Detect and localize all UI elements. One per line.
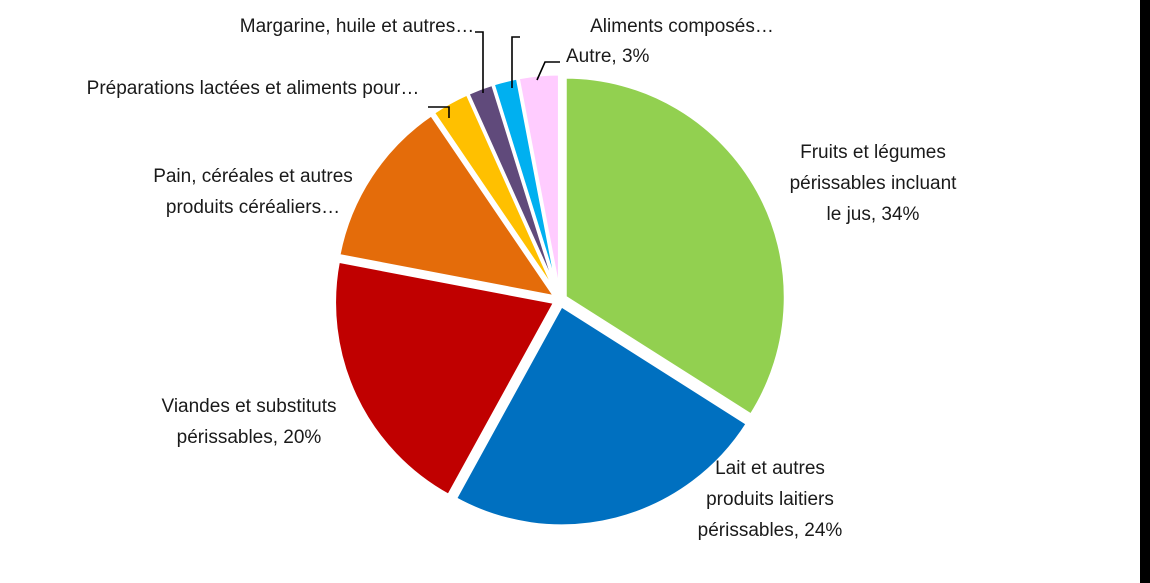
data-label: Lait et autres produits laitiers périssabl… <box>698 458 843 541</box>
data-label-line: Aliments composés… <box>590 16 774 37</box>
data-label-line: périssables, 24% <box>698 520 843 541</box>
data-label: Margarine, huile et autres… <box>240 16 474 37</box>
data-label-line: périssables, 20% <box>177 427 322 448</box>
data-label-line: le jus, 34% <box>827 204 920 225</box>
data-label: Autre, 3% <box>566 46 650 67</box>
pie-slice <box>454 304 749 528</box>
data-label-line: Margarine, huile et autres… <box>240 16 474 37</box>
data-label-line: produits laitiers <box>706 489 834 510</box>
pie-slice <box>333 259 557 497</box>
data-label-line: Lait et autres <box>715 458 825 479</box>
data-label-line: Pain, céréales et autres <box>153 166 353 187</box>
leader-line <box>428 106 450 118</box>
data-label: Préparations lactées et aliments pour… <box>87 78 420 99</box>
leader-line <box>536 61 560 81</box>
leader-line <box>475 31 484 93</box>
data-label: Pain, céréales et autres produits céréali… <box>153 166 353 218</box>
data-label-line: Autre, 3% <box>566 46 650 67</box>
data-label-line: produits céréaliers… <box>166 197 340 218</box>
data-label-line: Préparations lactées et aliments pour… <box>87 78 420 99</box>
pie-slice <box>337 113 557 299</box>
data-label: Aliments composés… <box>590 16 774 37</box>
data-label: Viandes et substituts périssables, 20% <box>162 396 337 448</box>
data-label: Fruits et légumes périssables incluant le … <box>790 142 958 225</box>
pie-slice <box>563 75 787 417</box>
leader-line <box>511 36 520 88</box>
data-label-line: Fruits et légumes <box>800 142 946 163</box>
data-label-line: périssables incluant <box>790 173 958 194</box>
data-label-line: Viandes et substituts <box>162 396 337 417</box>
